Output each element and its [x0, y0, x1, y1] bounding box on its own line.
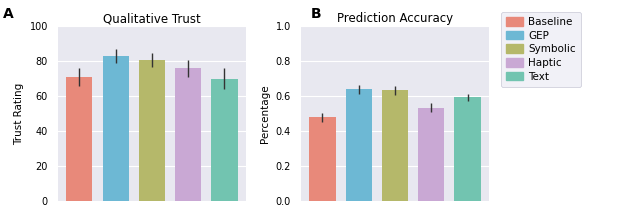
- Title: Prediction Accuracy: Prediction Accuracy: [337, 12, 453, 25]
- Bar: [382, 90, 408, 201]
- Text: B: B: [310, 7, 321, 21]
- Legend: Baseline, GEP, Symbolic, Haptic, Text: Baseline, GEP, Symbolic, Haptic, Text: [501, 12, 581, 87]
- Bar: [454, 97, 481, 201]
- Text: A: A: [3, 7, 14, 21]
- Y-axis label: Percentage: Percentage: [260, 85, 270, 143]
- Title: Qualitative Trust: Qualitative Trust: [103, 12, 201, 25]
- Bar: [211, 79, 237, 201]
- Bar: [175, 68, 201, 201]
- Bar: [102, 56, 129, 201]
- Bar: [67, 77, 92, 201]
- Y-axis label: Trust Rating: Trust Rating: [14, 83, 24, 145]
- Bar: [139, 60, 165, 201]
- Bar: [309, 117, 335, 201]
- Bar: [418, 108, 444, 201]
- Bar: [346, 89, 372, 201]
